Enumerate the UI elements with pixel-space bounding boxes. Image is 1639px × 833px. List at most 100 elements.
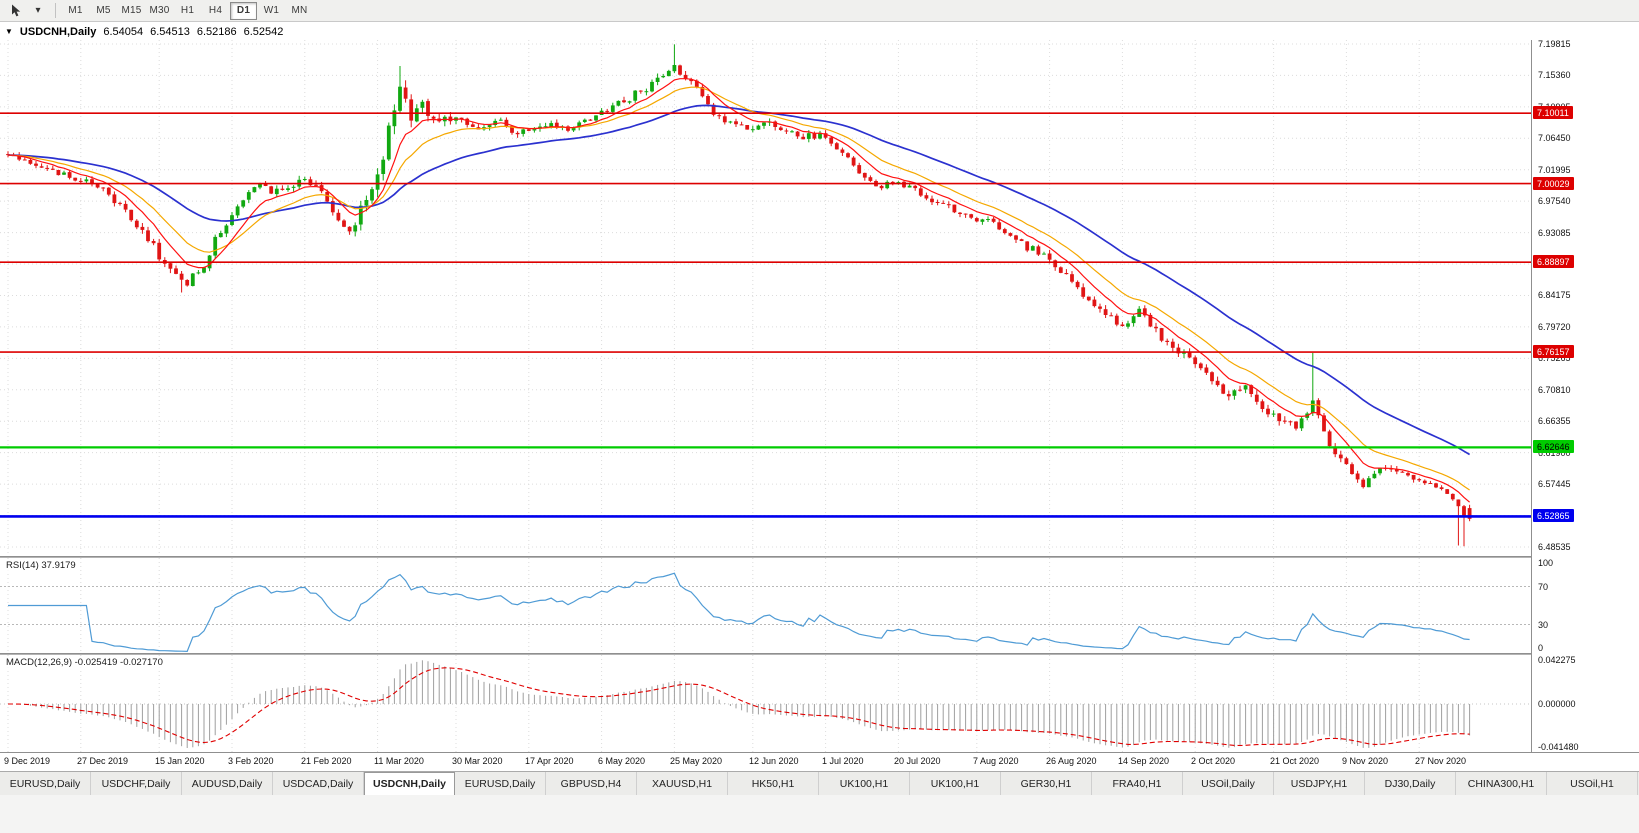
- price-axis-label: 6.84175: [1538, 290, 1571, 300]
- price-grid-layer: [0, 40, 1531, 556]
- date-label: 7 Aug 2020: [973, 756, 1019, 766]
- price-line-badge: 7.10011: [1533, 106, 1573, 119]
- price-line-badge: 6.76157: [1533, 345, 1574, 358]
- candlestick-layer: [6, 44, 1472, 547]
- timeframe-m1[interactable]: M1: [68, 5, 83, 16]
- rsi-axis-label: 70: [1538, 582, 1549, 592]
- timeframe-m5[interactable]: M5: [96, 5, 111, 16]
- price-axis-label: 6.61900: [1538, 448, 1571, 458]
- date-label: 6 May 2020: [598, 756, 646, 766]
- ohlc-open: 6.54054: [103, 25, 144, 38]
- date-label: 3 Feb 2020: [228, 756, 274, 766]
- price-axis-label: 6.93085: [1538, 228, 1571, 238]
- rsi-axis-label: 100: [1538, 558, 1554, 568]
- tab-gbpusd-h4[interactable]: GBPUSD,H4: [546, 772, 637, 795]
- ohlc-high: 6.54513: [150, 25, 190, 38]
- tab-audusd-daily[interactable]: AUDUSD,Daily: [182, 772, 273, 795]
- macd-axis-label: -0.041480: [1538, 742, 1579, 752]
- date-label: 12 Jun 2020: [749, 756, 799, 766]
- tab-usoil-h1[interactable]: USOil,H1: [1547, 772, 1638, 795]
- price-axis[interactable]: 7.198157.153607.109057.064507.019956.975…: [1531, 39, 1639, 752]
- macd-signal-line: [8, 667, 1470, 747]
- price-chart-svg[interactable]: [0, 40, 1531, 556]
- macd-axis-label: 0.000000: [1538, 699, 1576, 709]
- price-axis-label: 6.48535: [1538, 542, 1571, 552]
- tab-usdcad-daily[interactable]: USDCAD,Daily: [273, 772, 364, 795]
- tab-usdjpy-h1[interactable]: USDJPY,H1: [1274, 772, 1365, 795]
- price-axis-label: 7.19815: [1538, 39, 1571, 49]
- tab-xauusd-h1[interactable]: XAUUSD,H1: [637, 772, 728, 795]
- timeframe-m30[interactable]: M30: [149, 5, 170, 16]
- price-axis-label: 6.70810: [1538, 385, 1571, 395]
- timeframe-h4[interactable]: H4: [208, 5, 223, 16]
- rsi-grid-layer: [0, 558, 1531, 653]
- price-line-badge: 7.00029: [1533, 177, 1574, 190]
- horizontal-lines-layer[interactable]: [0, 112, 1531, 518]
- price-axis-label: 7.01995: [1538, 165, 1571, 175]
- panel-splitter[interactable]: [0, 556, 1639, 558]
- price-line-badge: 6.88897: [1533, 255, 1574, 268]
- macd-panel[interactable]: [0, 655, 1531, 752]
- date-label: 26 Aug 2020: [1046, 756, 1097, 766]
- ohlc-close: 6.52542: [243, 25, 284, 38]
- price-axis-label: 6.79720: [1538, 322, 1571, 332]
- tab-china300-h1[interactable]: CHINA300,H1: [1456, 772, 1547, 795]
- price-line-badge: 6.52865: [1533, 509, 1574, 522]
- chart-tabs: EURUSD,Daily USDCHF,Daily AUDUSD,Daily USDC…: [0, 771, 1639, 795]
- tab-uk100-h1[interactable]: UK100,H1: [819, 772, 910, 795]
- dropdown-icon[interactable]: ▾: [35, 5, 41, 16]
- panel-splitter[interactable]: [0, 653, 1639, 655]
- tab-ger30-h1[interactable]: GER30,H1: [1001, 772, 1092, 795]
- tab-usdchf-daily[interactable]: USDCHF,Daily: [91, 772, 182, 795]
- timeframe-d1[interactable]: D1: [230, 1, 257, 20]
- date-label: 9 Dec 2019: [4, 756, 51, 766]
- tab-fra40-h1[interactable]: FRA40,H1: [1092, 772, 1183, 795]
- cursor-icon[interactable]: [4, 2, 26, 20]
- timeframe-h1[interactable]: H1: [180, 5, 195, 16]
- toolbar-separator: [55, 3, 56, 18]
- tab-hk50-h1[interactable]: HK50,H1: [728, 772, 819, 795]
- timeframe-m15[interactable]: M15: [121, 5, 142, 16]
- tab-eurusd-daily[interactable]: EURUSD,Daily: [455, 772, 546, 795]
- date-label: 27 Dec 2019: [77, 756, 129, 766]
- tab-uk100-h1[interactable]: UK100,H1: [910, 772, 1001, 795]
- date-label: 14 Sep 2020: [1118, 756, 1170, 766]
- rsi-panel[interactable]: [0, 558, 1531, 653]
- price-axis-label: 6.66355: [1538, 416, 1571, 426]
- date-label: 21 Feb 2020: [301, 756, 352, 766]
- macd-indicator-label: MACD(12,26,9) -0.025419 -0.027170: [4, 657, 165, 668]
- date-label: 2 Oct 2020: [1191, 756, 1236, 766]
- date-label: 21 Oct 2020: [1270, 756, 1320, 766]
- price-chart-panel[interactable]: [0, 40, 1531, 556]
- tab-usoil-daily[interactable]: USOil,Daily: [1183, 772, 1274, 795]
- price-line-badge: 6.62646: [1533, 440, 1574, 453]
- tab-usdcnh-daily[interactable]: USDCNH,Daily: [364, 772, 455, 795]
- timeframe-mn[interactable]: MN: [291, 5, 308, 16]
- price-axis-label: 6.57445: [1538, 479, 1571, 489]
- collapse-chart-icon[interactable]: ▼: [5, 26, 13, 36]
- date-axis[interactable]: 9 Dec 2019 27 Dec 2019 15 Jan 2020 3 Feb 20…: [0, 753, 1639, 771]
- date-label: 1 Jul 2020: [822, 756, 864, 766]
- ohlc-low: 6.52186: [196, 25, 237, 38]
- timeframe-toolbar: ▾ M1 M5 M15 M30 H1 H4 D1 W1 MN: [0, 0, 1639, 22]
- tab-eurusd-daily[interactable]: EURUSD,Daily: [0, 772, 91, 795]
- chart-title-bar: ▼ USDCNH,Daily 6.54054 6.54513 6.52186 6…: [0, 23, 1639, 40]
- date-label: 17 Apr 2020: [525, 756, 574, 766]
- timeframe-w1[interactable]: W1: [263, 5, 280, 16]
- bottom-strip: [0, 795, 1639, 833]
- price-axis-label: 6.75265: [1538, 353, 1571, 363]
- price-axis-label: 7.06450: [1538, 133, 1571, 143]
- macd-axis-label: 0.042275: [1538, 655, 1576, 665]
- tab-dj30-daily[interactable]: DJ30,Daily: [1365, 772, 1456, 795]
- rsi-indicator-label: RSI(14) 37.9179: [4, 560, 78, 571]
- price-axis-label: 6.97540: [1538, 196, 1571, 206]
- macd-chart-svg[interactable]: [0, 655, 1531, 752]
- macd-grid-layer: [0, 655, 1531, 752]
- date-label: 9 Nov 2020: [1342, 756, 1389, 766]
- date-label: 20 Jul 2020: [894, 756, 941, 766]
- rsi-chart-svg[interactable]: [0, 558, 1531, 653]
- rsi-axis-label: 0: [1538, 643, 1544, 653]
- rsi-line: [8, 572, 1470, 653]
- chart-symbol-title: USDCNH,Daily: [19, 25, 97, 38]
- rsi-axis-label: 30: [1538, 620, 1549, 630]
